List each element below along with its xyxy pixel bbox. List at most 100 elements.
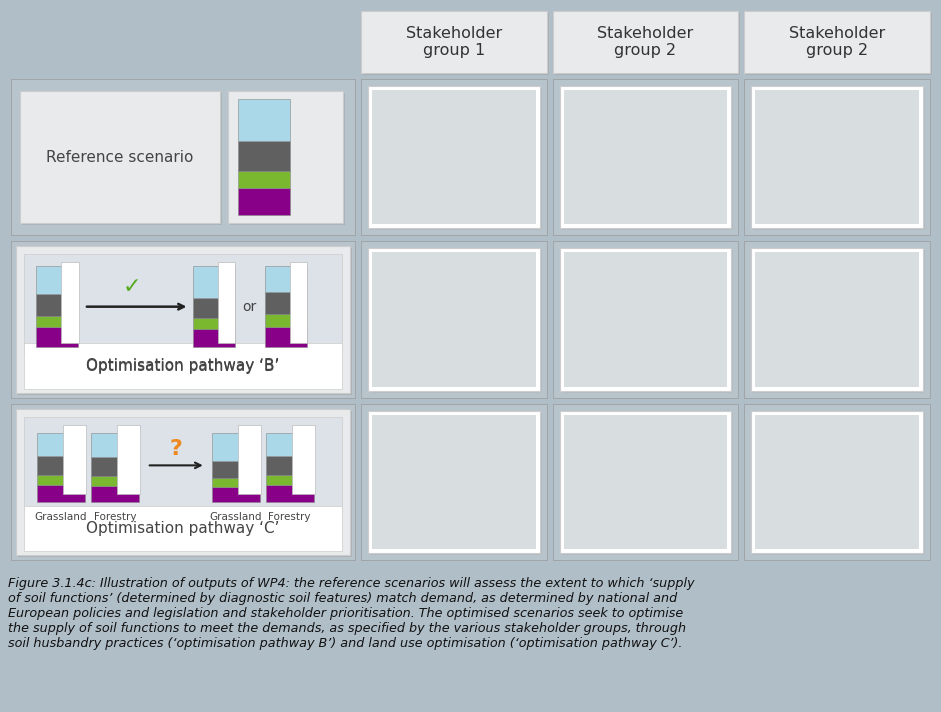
Bar (193, 329, 234, 347)
Bar (264, 314, 307, 327)
Bar (264, 292, 307, 314)
Bar (751, 248, 923, 391)
Bar (18, 248, 352, 394)
Bar (754, 88, 925, 231)
Text: ✓: ✓ (122, 277, 141, 297)
Bar (20, 91, 220, 224)
Bar (290, 262, 308, 343)
Bar (265, 433, 313, 456)
Text: Grassland: Grassland (209, 512, 262, 522)
Bar (751, 86, 923, 229)
Bar (24, 506, 342, 551)
Bar (264, 266, 307, 292)
Bar (756, 252, 919, 387)
Bar (36, 266, 78, 294)
Text: Forestry: Forestry (268, 512, 311, 522)
Bar (363, 13, 549, 75)
Bar (368, 86, 540, 229)
Bar (24, 254, 342, 355)
Bar (756, 90, 919, 224)
Bar (193, 266, 234, 298)
Bar (11, 404, 355, 560)
Bar (90, 457, 138, 476)
Text: Figure 3.1.4c: Illustration of outputs of WP4: the reference scenarios will asse: Figure 3.1.4c: Illustration of outputs o… (8, 577, 694, 650)
Bar (11, 241, 355, 398)
Text: Optimisation pathway ‘B’: Optimisation pathway ‘B’ (87, 359, 279, 374)
Bar (751, 411, 923, 553)
Text: Optimisation pathway ‘C’: Optimisation pathway ‘C’ (87, 520, 279, 535)
Bar (36, 315, 78, 328)
Bar (756, 414, 919, 549)
Bar (554, 13, 741, 75)
Bar (564, 414, 727, 549)
Text: Forestry: Forestry (93, 512, 136, 522)
Bar (552, 404, 739, 560)
Bar (212, 433, 260, 461)
Bar (212, 487, 260, 502)
Bar (560, 248, 731, 391)
Bar (193, 318, 234, 329)
Bar (230, 93, 345, 225)
Bar (90, 433, 138, 457)
Bar (361, 241, 547, 398)
Bar (370, 88, 542, 231)
Bar (754, 251, 925, 392)
Bar (212, 461, 260, 478)
Bar (37, 485, 85, 502)
Bar (564, 252, 727, 387)
Bar (90, 486, 138, 502)
Bar (368, 411, 540, 553)
Text: Stakeholder
group 2: Stakeholder group 2 (789, 26, 885, 58)
Bar (552, 79, 739, 236)
Bar (564, 90, 727, 224)
Bar (22, 93, 222, 225)
Bar (372, 252, 535, 387)
Bar (292, 424, 314, 494)
Bar (193, 298, 234, 318)
Text: Reference scenario: Reference scenario (46, 150, 194, 164)
Bar (370, 413, 542, 555)
Bar (265, 485, 313, 502)
Bar (744, 241, 930, 398)
Bar (361, 79, 547, 236)
Bar (36, 328, 78, 347)
Bar (18, 411, 352, 557)
Bar (265, 475, 313, 485)
Text: or: or (243, 300, 257, 314)
Bar (361, 404, 547, 560)
Text: Stakeholder
group 1: Stakeholder group 1 (406, 26, 502, 58)
Bar (744, 404, 930, 560)
Bar (16, 409, 350, 555)
Bar (90, 476, 138, 486)
Text: Stakeholder
group 2: Stakeholder group 2 (598, 26, 694, 58)
Bar (265, 456, 313, 475)
Bar (118, 424, 140, 494)
Bar (238, 188, 290, 215)
Bar (238, 424, 261, 494)
Bar (560, 411, 731, 553)
Bar (562, 88, 733, 231)
Bar (36, 294, 78, 315)
Bar (361, 11, 547, 73)
Bar (562, 413, 733, 555)
Bar (372, 414, 535, 549)
Bar (238, 171, 290, 188)
Bar (228, 91, 343, 224)
Bar (61, 262, 79, 343)
Bar (238, 99, 290, 140)
Bar (16, 246, 350, 392)
Bar (744, 79, 930, 236)
Bar (370, 251, 542, 392)
Bar (212, 478, 260, 487)
Bar (552, 241, 739, 398)
Bar (11, 79, 355, 236)
Bar (552, 11, 739, 73)
Bar (37, 433, 85, 456)
Bar (24, 343, 342, 389)
Bar (264, 327, 307, 347)
Text: ?: ? (169, 439, 183, 459)
Bar (562, 251, 733, 392)
Bar (37, 456, 85, 475)
Text: Grassland: Grassland (35, 512, 87, 522)
Bar (744, 11, 930, 73)
